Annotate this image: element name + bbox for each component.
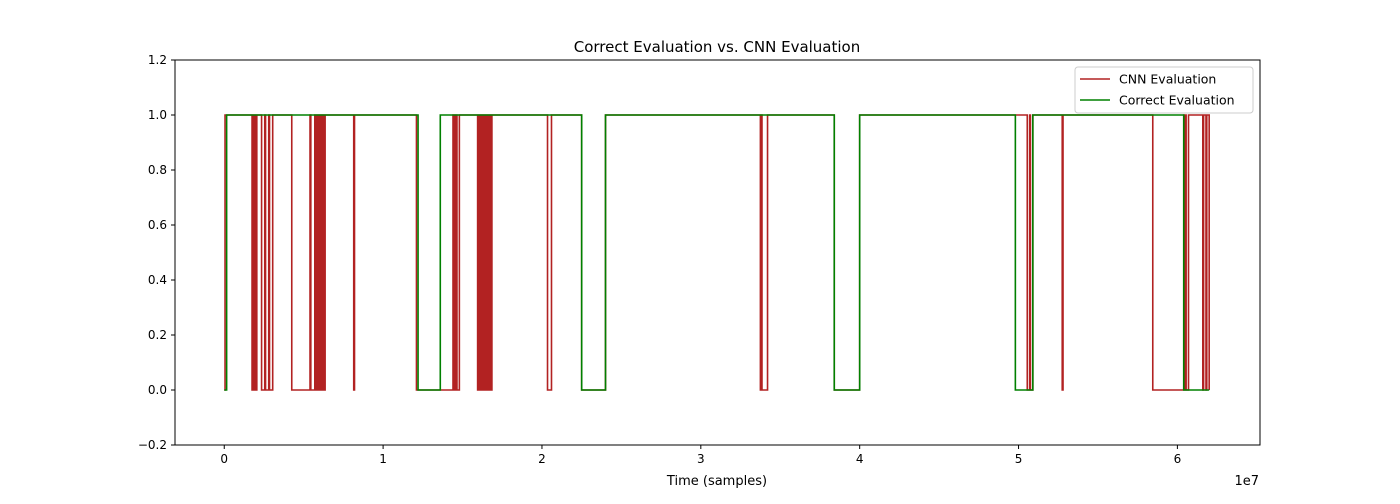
legend-label: CNN Evaluation [1119, 72, 1216, 87]
x-tick-label: 6 [1174, 452, 1182, 466]
y-axis: −0.2 0.0 0.2 0.4 0.6 0.8 1.0 1.2 [138, 53, 175, 452]
y-tick-label: 0.6 [148, 218, 167, 232]
series-line-1 [224, 114, 1210, 391]
legend: CNN Evaluation Correct Evaluation [1074, 66, 1254, 114]
legend-label: Correct Evaluation [1119, 93, 1235, 108]
y-tick-label: 0.0 [148, 383, 167, 397]
chart-title: Correct Evaluation vs. CNN Evaluation [574, 38, 861, 56]
y-tick-label: 1.0 [148, 108, 167, 122]
x-axis-offset-label: 1e7 [1234, 474, 1259, 489]
series-layer [224, 114, 1210, 391]
y-tick-label: −0.2 [138, 438, 167, 452]
y-tick-label: 0.4 [148, 273, 167, 287]
x-tick-label: 3 [697, 452, 705, 466]
x-tick-label: 5 [1015, 452, 1023, 466]
x-axis: 0 1 2 3 4 5 6 [220, 445, 1181, 466]
y-tick-label: 1.2 [148, 53, 167, 67]
x-tick-label: 2 [538, 452, 546, 466]
x-tick-label: 4 [856, 452, 864, 466]
plot-frame [174, 59, 1261, 446]
x-tick-label: 1 [379, 452, 387, 466]
y-tick-label: 0.8 [148, 163, 167, 177]
series-line-0 [224, 114, 1210, 391]
legend-box [1074, 66, 1254, 114]
x-tick-label: 0 [220, 452, 228, 466]
legend-entries: CNN Evaluation Correct Evaluation [1080, 72, 1235, 108]
y-tick-label: 0.2 [148, 328, 167, 342]
x-axis-label: Time (samples) [666, 474, 767, 489]
